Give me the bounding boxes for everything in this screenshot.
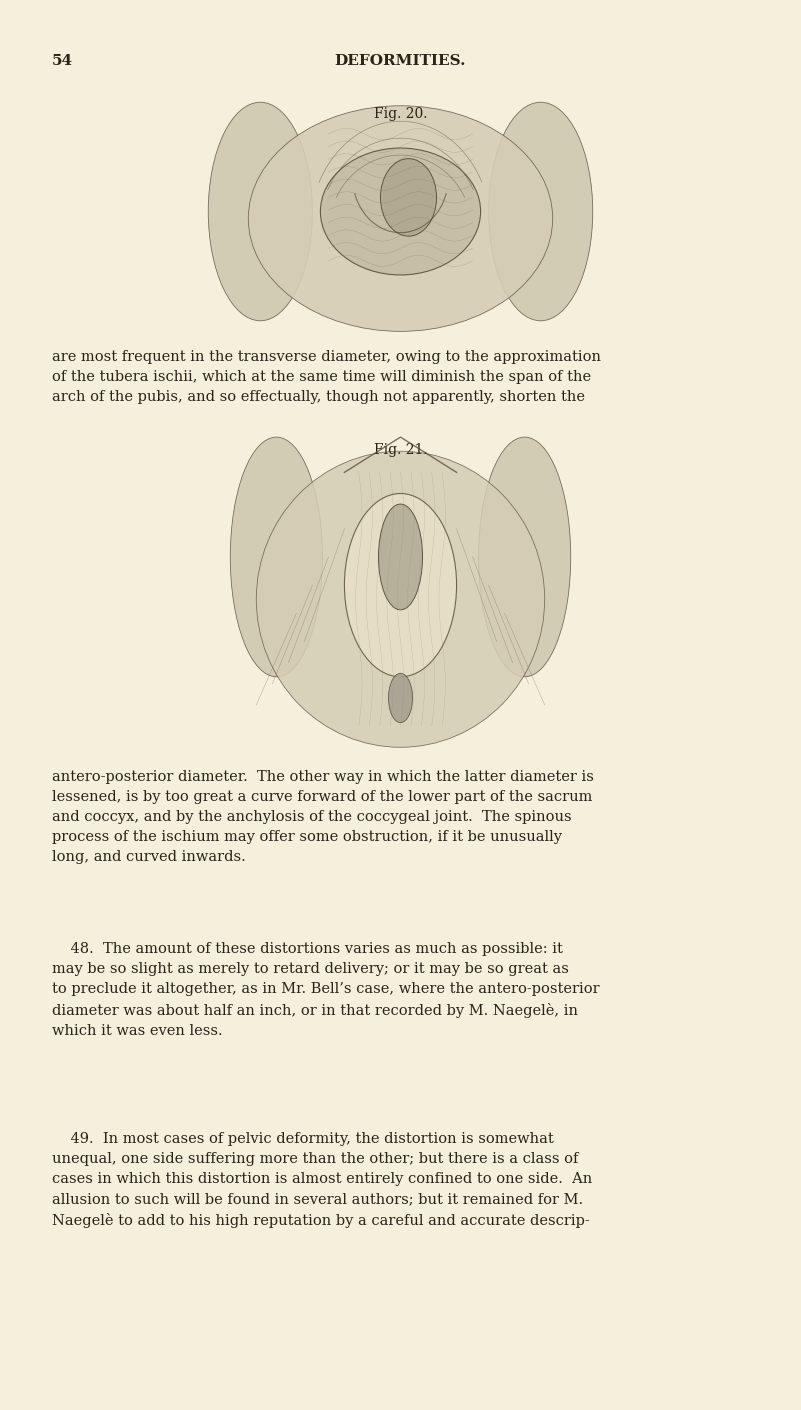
Ellipse shape — [256, 451, 545, 747]
Ellipse shape — [320, 148, 481, 275]
Ellipse shape — [248, 106, 553, 331]
Text: 48.  The amount of these distortions varies as much as possible: it
may be so sl: 48. The amount of these distortions vari… — [52, 942, 600, 1038]
Ellipse shape — [380, 158, 437, 237]
Ellipse shape — [489, 102, 593, 321]
Ellipse shape — [388, 674, 413, 723]
Text: Fig. 21.: Fig. 21. — [374, 443, 427, 457]
Ellipse shape — [478, 437, 570, 677]
Ellipse shape — [208, 102, 312, 321]
Text: are most frequent in the transverse diameter, owing to the approximation
of the : are most frequent in the transverse diam… — [52, 350, 601, 403]
Text: Fig. 20.: Fig. 20. — [374, 107, 427, 121]
Text: 54: 54 — [52, 54, 73, 68]
Ellipse shape — [344, 493, 457, 677]
Ellipse shape — [379, 503, 423, 609]
Text: 49.  In most cases of pelvic deformity, the distortion is somewhat
unequal, one : 49. In most cases of pelvic deformity, t… — [52, 1132, 592, 1228]
Text: DEFORMITIES.: DEFORMITIES. — [335, 54, 466, 68]
Text: antero-posterior diameter.  The other way in which the latter diameter is
lessen: antero-posterior diameter. The other way… — [52, 770, 594, 864]
Ellipse shape — [230, 437, 322, 677]
